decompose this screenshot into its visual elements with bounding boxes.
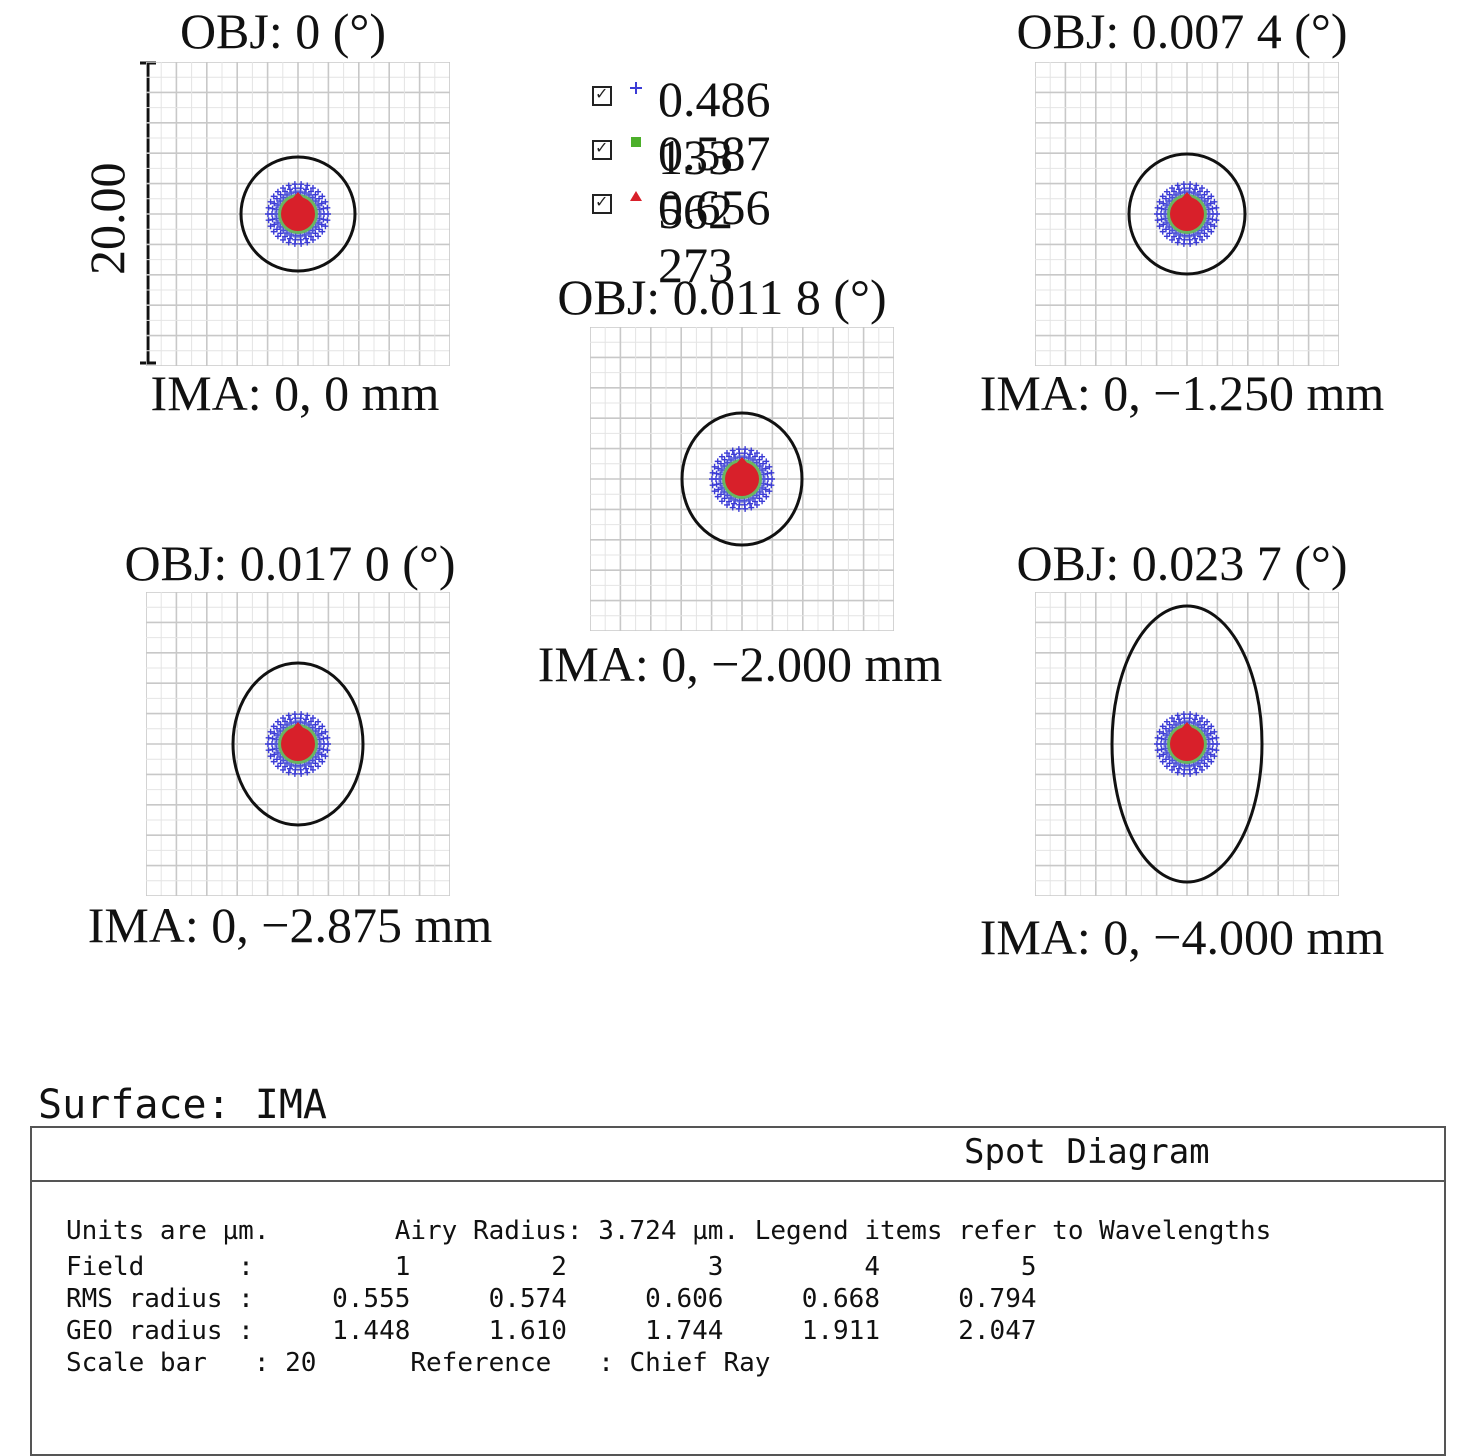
- scale-bar-label: 20.00: [79, 162, 135, 276]
- legend-checkbox[interactable]: [592, 192, 612, 214]
- triangle-marker-icon: [630, 191, 642, 201]
- info-line-geo: GEO radius : 1.448 1.610 1.744 1.911 2.0…: [66, 1316, 1037, 1346]
- field-4-ima-label: IMA: 0, −2.875 mm: [87, 897, 493, 953]
- field-4-spot-panel: [146, 592, 450, 896]
- legend-checkbox[interactable]: [592, 84, 612, 106]
- info-line-field: Field : 1 2 3 4 5: [66, 1252, 1037, 1282]
- airy-disk: [680, 411, 804, 547]
- field-5-ima-label: IMA: 0, −4.000 mm: [979, 909, 1385, 965]
- square-marker-icon: [631, 137, 641, 147]
- info-header: Spot Diagram: [32, 1128, 1444, 1182]
- field-3-obj-label: OBJ: 0.011 8 (°): [557, 269, 887, 325]
- info-line-rms: RMS radius : 0.555 0.574 0.606 0.668 0.7…: [66, 1284, 1037, 1314]
- field-5-spot-panel: [1035, 592, 1339, 896]
- legend-wavelength: 0.656 273: [658, 179, 771, 293]
- info-title: Spot Diagram: [964, 1132, 1210, 1172]
- field-3-ima-label: IMA: 0, −2.000 mm: [537, 636, 943, 692]
- legend-checkbox[interactable]: [592, 138, 612, 160]
- plus-marker-icon: [630, 82, 642, 94]
- info-line-scale: Scale bar : 20 Reference : Chief Ray: [66, 1348, 771, 1378]
- grid: [1035, 62, 1339, 366]
- grid: [146, 62, 450, 366]
- airy-disk: [231, 661, 365, 827]
- airy-disk: [1110, 604, 1264, 884]
- airy-disk: [1127, 152, 1247, 276]
- field-3-spot-panel: [590, 327, 894, 631]
- surface-title: Surface: IMA: [38, 1082, 327, 1128]
- grid: [146, 592, 450, 896]
- field-4-obj-label: OBJ: 0.017 0 (°): [124, 535, 456, 591]
- field-2-spot-panel: [1035, 62, 1339, 366]
- legend-wavelength: 0.486 133: [658, 71, 771, 185]
- legend-wavelength: 0.587 562: [658, 125, 771, 239]
- field-2-obj-label: OBJ: 0.007 4 (°): [1016, 3, 1348, 59]
- field-1-obj-label: OBJ: 0 (°): [179, 3, 387, 59]
- field-5-obj-label: OBJ: 0.023 7 (°): [1016, 535, 1348, 591]
- airy-disk: [239, 155, 357, 273]
- info-line-units: Units are µm. Airy Radius: 3.724 µm. Leg…: [66, 1216, 1272, 1246]
- field-2-ima-label: IMA: 0, −1.250 mm: [979, 365, 1385, 421]
- field-1-spot-panel: [146, 62, 450, 366]
- field-1-ima-label: IMA: 0, 0 mm: [150, 365, 440, 421]
- info-box: Spot Diagram Units are µm. Airy Radius: …: [30, 1126, 1446, 1456]
